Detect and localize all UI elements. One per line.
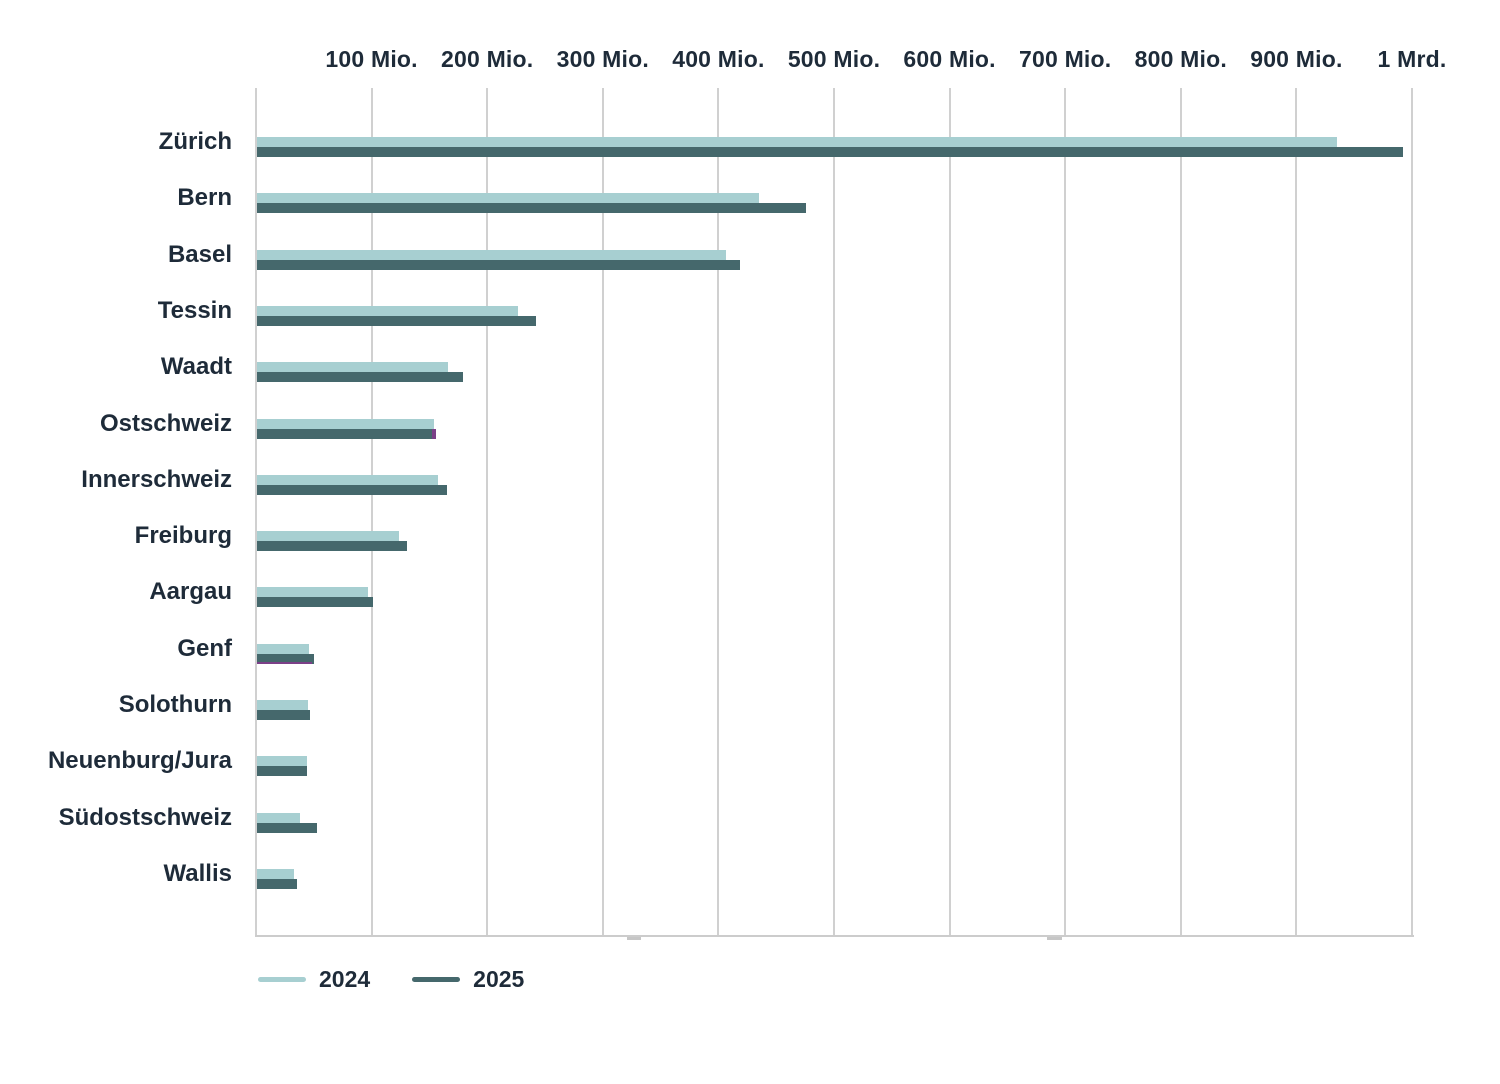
gridline	[948, 88, 951, 936]
gridline	[717, 88, 720, 936]
bar-2024	[257, 362, 448, 373]
bar-2025	[257, 203, 807, 214]
bar-2025	[257, 372, 463, 383]
gridline	[370, 88, 373, 936]
bar-2025	[257, 315, 536, 326]
x-axis-tick-label: 800 Mio.	[1134, 46, 1227, 72]
category-label: Ostschweiz	[99, 409, 232, 437]
bar-2025	[257, 147, 1403, 157]
bar-2024	[257, 531, 400, 542]
bar-2024	[257, 868, 294, 879]
x-axis-tick-label: 200 Mio.	[441, 46, 534, 72]
gridline	[255, 88, 257, 936]
bar-2025	[257, 484, 447, 495]
bar-2025	[257, 259, 741, 270]
purple-underline	[257, 662, 313, 665]
bar-2024	[257, 193, 759, 204]
gridline	[1064, 88, 1067, 936]
bar-2024	[257, 418, 434, 429]
bar-2024	[257, 643, 310, 654]
bar-2025	[257, 653, 314, 664]
x-axis-tick-label: 600 Mio.	[903, 46, 996, 72]
x-axis-tick-label: 100 Mio.	[325, 46, 418, 72]
category-label: Innerschweiz	[81, 465, 232, 493]
x-axis-tick-label: 900 Mio.	[1250, 46, 1343, 72]
category-label: Zürich	[158, 128, 232, 155]
gridline	[833, 88, 835, 936]
category-label: Waadt	[160, 353, 232, 381]
bar-2025	[257, 597, 373, 608]
bar-2025	[257, 766, 307, 777]
category-label: Genf	[177, 634, 232, 662]
axis-baseline	[255, 935, 1414, 937]
gridline	[1411, 88, 1413, 936]
bar-2025	[257, 428, 433, 439]
bar-2024	[257, 137, 1337, 147]
gridline	[486, 88, 489, 936]
legend-swatch-2024	[258, 977, 306, 982]
x-axis-tick-label: 300 Mio.	[556, 46, 649, 72]
x-axis-tick-label: 500 Mio.	[787, 46, 881, 72]
category-label: Tessin	[157, 296, 232, 324]
category-label: Wallis	[163, 859, 232, 887]
legend-item-2025: 2025	[412, 966, 524, 993]
bar-2024	[257, 700, 308, 710]
bar-2025	[257, 822, 318, 833]
gridline	[601, 88, 604, 936]
gridline	[1179, 88, 1182, 936]
legend-label: 2024	[319, 966, 371, 992]
axis-tick-mark	[627, 937, 641, 940]
legend-swatch-2025	[412, 977, 461, 982]
category-label: Basel	[167, 240, 232, 268]
bar-2025	[257, 710, 311, 720]
x-axis-tick-label: 700 Mio.	[1019, 46, 1112, 72]
purple-highlight-segment	[431, 428, 437, 439]
category-label: Aargau	[149, 578, 232, 606]
bar-2025	[257, 541, 408, 552]
bar-2024	[257, 305, 519, 316]
category-label: Bern	[177, 184, 232, 212]
gridline	[1295, 88, 1298, 936]
bar-2024	[257, 474, 439, 485]
category-label: Freiburg	[134, 522, 232, 550]
bar-2024	[257, 249, 727, 260]
axis-tick-mark	[1046, 937, 1062, 940]
x-axis-tick-label: 1 Mrd.	[1377, 46, 1447, 72]
bar-2024	[257, 812, 300, 823]
legend-item-2024: 2024	[258, 966, 370, 993]
legend-label: 2025	[473, 966, 525, 992]
bar-2024	[257, 756, 307, 767]
category-label: Neuenburg/Jura	[47, 747, 232, 775]
bar-2024	[257, 587, 368, 598]
legend: 2024 2025	[258, 966, 524, 993]
category-label: Solothurn	[118, 691, 232, 718]
category-label: Südostschweiz	[58, 803, 232, 831]
x-axis-tick-label: 400 Mio.	[672, 46, 765, 72]
bar-2025	[257, 878, 298, 889]
